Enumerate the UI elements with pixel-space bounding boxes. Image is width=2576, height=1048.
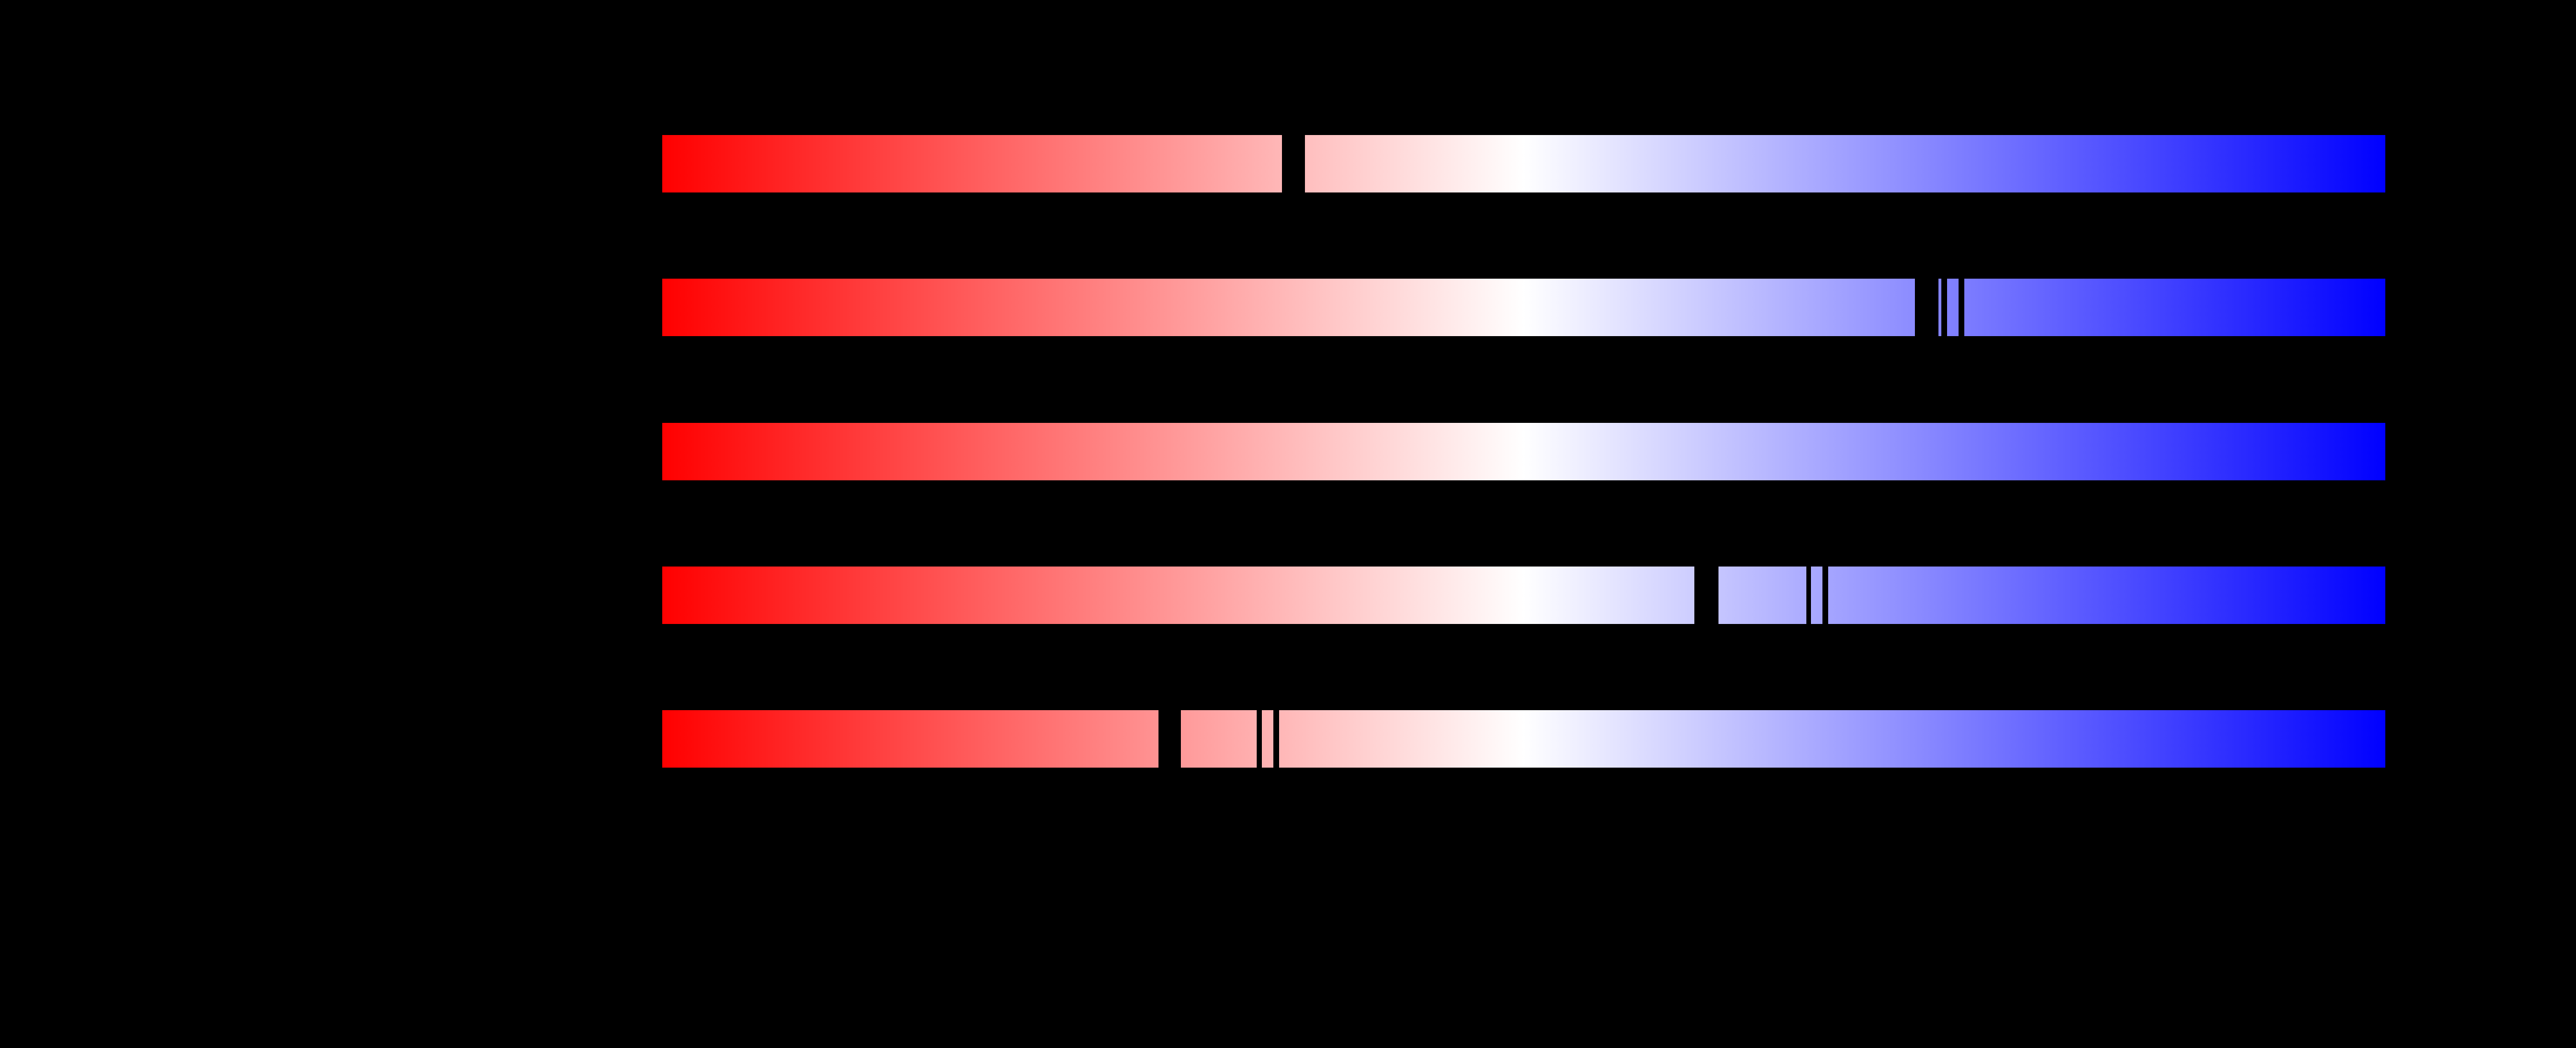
gradient-bar-row-4 [662,567,2385,624]
gradient-bar-row-2 [662,279,2385,336]
tick-marker-thin [1273,710,1279,768]
tick-marker-thin [1257,710,1262,768]
gradient-bar-row-5 [662,710,2385,768]
gradient-bar-row-1 [662,135,2385,192]
tick-marker-thick [1158,710,1181,768]
gradient-bar-row-3 [662,423,2385,480]
tick-marker-thin [1941,279,1947,336]
tick-marker-thick [1282,135,1305,192]
tick-marker-thin [1822,567,1828,624]
tick-marker-thick [1694,567,1718,624]
tick-marker-thick [1915,279,1938,336]
tick-marker-thin [1806,567,1811,624]
tick-marker-thin [1959,279,1964,336]
